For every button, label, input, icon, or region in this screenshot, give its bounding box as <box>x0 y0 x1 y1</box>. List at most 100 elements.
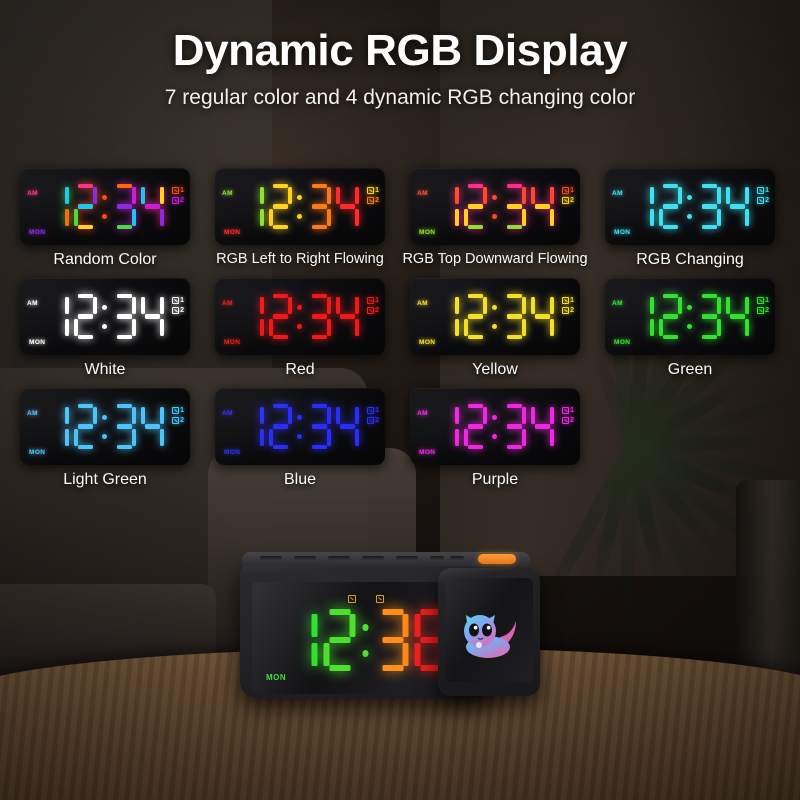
day-indicator: MON <box>419 339 436 346</box>
clock-face: AM MON 1 2 <box>605 168 775 245</box>
product-photo: MON <box>240 552 540 712</box>
clock-mode-blue[interactable]: AM MON 1 2 Blue <box>209 388 391 489</box>
am-indicator: AM <box>417 300 428 307</box>
day-indicator: MON <box>29 339 46 346</box>
clock-mode-white[interactable]: AM MON 1 2 White <box>14 278 196 379</box>
alarm-indicator-1: 1 <box>366 187 379 194</box>
am-indicator: AM <box>27 300 38 307</box>
clock-face: AM MON 1 2 <box>20 278 190 355</box>
clock-face: AM MON 1 2 <box>20 388 190 465</box>
day-indicator: MON <box>614 229 631 236</box>
time-display <box>240 183 360 230</box>
seven-segment-digit <box>73 403 98 450</box>
day-indicator: MON <box>614 339 631 346</box>
alarm-number: 2 <box>180 197 184 204</box>
seven-segment-digit <box>73 183 98 230</box>
seven-segment-digit <box>502 403 527 450</box>
seven-segment-digit <box>376 609 410 672</box>
day-indicator: MON <box>419 229 436 236</box>
device-button[interactable] <box>430 556 444 561</box>
alarm-clock-icon <box>756 297 764 304</box>
seven-segment-digit <box>697 293 722 340</box>
clock-face: AM MON 1 2 <box>20 168 190 245</box>
clock-mode-red[interactable]: AM MON 1 2 Red <box>209 278 391 379</box>
clock-face: AM MON 1 2 <box>605 278 775 355</box>
clock-mode-light-green[interactable]: AM MON 1 2 Light Green <box>14 388 196 489</box>
alarm-indicator-1: 1 <box>171 407 184 414</box>
seven-segment-digit <box>112 183 137 230</box>
device-accent-switch[interactable] <box>478 553 516 564</box>
seven-segment-digit <box>307 183 332 230</box>
seven-segment-digit <box>240 404 265 450</box>
seven-segment-digit <box>307 403 332 450</box>
clock-mode-label: Red <box>285 361 315 378</box>
clock-mode-label: Light Green <box>63 471 147 488</box>
color-mode-grid: AM MON 1 2 Random Color AM MON 1 2 RGB Left to Ri… <box>0 168 800 489</box>
clock-mode-green[interactable]: AM MON 1 2 Green <box>599 278 781 379</box>
alarm-number: 1 <box>180 297 184 304</box>
am-indicator: AM <box>222 410 233 417</box>
device-alarm-indicators <box>348 595 384 603</box>
alarm-clock-icon <box>348 595 356 603</box>
seven-segment-digit <box>268 293 293 340</box>
device-button[interactable] <box>450 556 464 561</box>
seven-segment-digit <box>268 403 293 450</box>
clock-mode-rgb-top-downward[interactable]: AM MON 1 2 RGB Top Downward Flowing <box>402 168 588 269</box>
night-light-panel <box>445 578 533 682</box>
colon-separator <box>491 294 499 340</box>
alarm-number: 2 <box>375 417 379 424</box>
alarm-indicator-2: 2 <box>756 307 769 314</box>
clock-face: AM MON 1 2 <box>215 278 385 355</box>
device-button[interactable] <box>362 556 384 561</box>
seven-segment-digit <box>658 183 683 230</box>
alarm-indicator-2: 2 <box>756 197 769 204</box>
colon-separator <box>296 184 304 230</box>
colon-separator <box>491 404 499 450</box>
seven-segment-digit <box>45 404 70 450</box>
alarm-indicator-2: 2 <box>366 417 379 424</box>
clock-mode-label: Green <box>667 361 713 378</box>
clock-mode-yellow[interactable]: AM MON 1 2 Yellow <box>404 278 586 379</box>
clock-mode-rgb-changing[interactable]: AM MON 1 2 RGB Changing <box>599 168 781 269</box>
alarm-clock-icon <box>376 595 384 603</box>
colon-separator <box>101 404 109 450</box>
device-button[interactable] <box>260 556 282 561</box>
day-indicator: MON <box>224 229 241 236</box>
seven-segment-digit <box>463 293 488 340</box>
alarm-number: 1 <box>570 407 574 414</box>
alarm-clock-icon <box>561 417 569 424</box>
clock-mode-rgb-left-to-right[interactable]: AM MON 1 2 RGB Left to Right Flowing <box>209 168 391 269</box>
clock-face: AM MON 1 2 <box>410 168 580 245</box>
alarm-indicator-1: 1 <box>366 407 379 414</box>
device-button[interactable] <box>396 556 418 561</box>
alarm-indicator-1: 1 <box>171 187 184 194</box>
seven-segment-digit <box>140 404 165 450</box>
seven-segment-digit <box>725 184 750 230</box>
clock-mode-label: Yellow <box>472 361 518 378</box>
seven-segment-digit <box>335 184 360 230</box>
device-button[interactable] <box>294 556 316 561</box>
time-display <box>240 293 360 340</box>
page-subtitle: 7 regular color and 4 dynamic RGB changi… <box>164 86 636 109</box>
am-indicator: AM <box>612 300 623 307</box>
alarm-number: 1 <box>375 297 379 304</box>
clock-mode-random-color[interactable]: AM MON 1 2 Random Color <box>14 168 196 269</box>
day-indicator: MON <box>224 449 241 456</box>
clock-face: AM MON 1 2 <box>215 168 385 245</box>
cat-night-light-icon <box>464 615 516 659</box>
clock-face: AM MON 1 2 <box>410 388 580 465</box>
alarm-indicator-2: 2 <box>561 417 574 424</box>
alarm-clock-icon <box>366 197 374 204</box>
alarm-clock-icon <box>171 187 179 194</box>
seven-segment-digit <box>45 184 70 230</box>
seven-segment-digit <box>45 294 70 340</box>
clock-mode-purple[interactable]: AM MON 1 2 Purple <box>404 388 586 489</box>
day-indicator: MON <box>419 449 436 456</box>
device-button[interactable] <box>328 556 350 561</box>
alarm-number: 2 <box>570 307 574 314</box>
alarm-indicator-1: 1 <box>561 297 574 304</box>
colon-separator <box>361 609 372 671</box>
